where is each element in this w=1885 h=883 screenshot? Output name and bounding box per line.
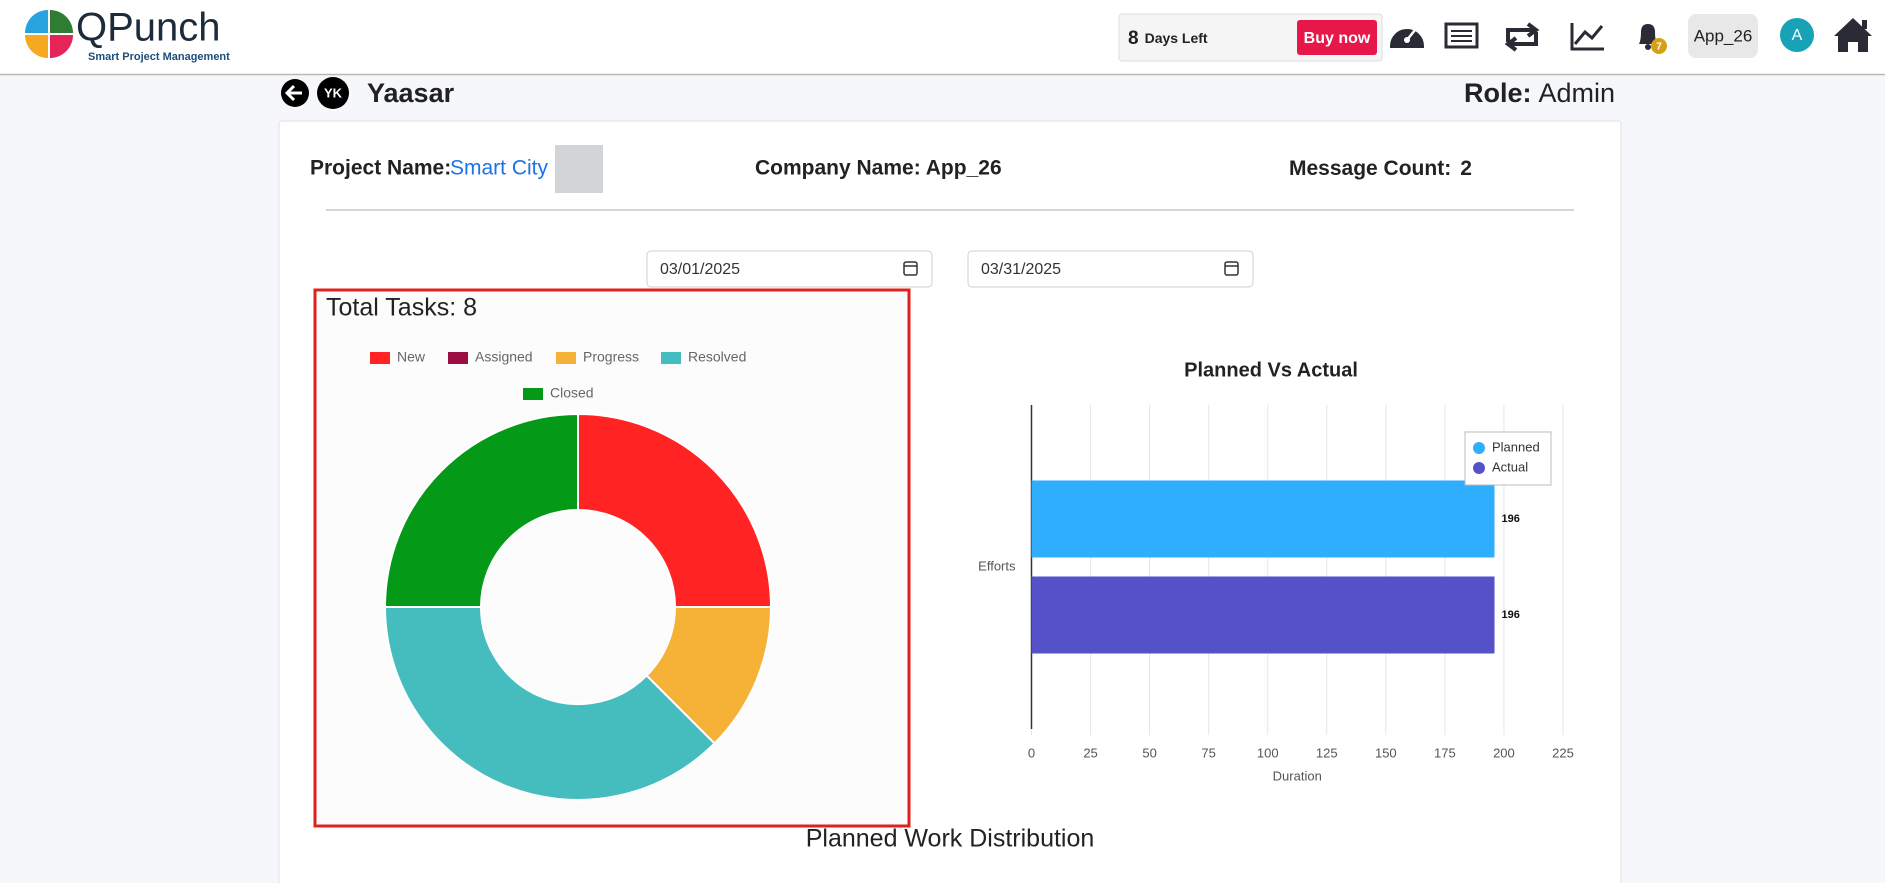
buy-button-label[interactable]: Buy now bbox=[1304, 30, 1371, 47]
message-value: 2 bbox=[1460, 157, 1472, 180]
legend-marker bbox=[1473, 442, 1485, 454]
role-label: Role: bbox=[1464, 78, 1532, 108]
date-start-value[interactable]: 03/01/2025 bbox=[660, 261, 740, 278]
bar bbox=[1031, 480, 1495, 558]
message-count: Message Count: 2 bbox=[1289, 157, 1472, 180]
x-tick-label: 150 bbox=[1375, 745, 1397, 760]
date-end[interactable]: 03/31/2025 bbox=[967, 250, 1254, 288]
avatar[interactable] bbox=[1780, 18, 1814, 52]
project-name[interactable]: Smart City bbox=[450, 157, 549, 180]
workspace-pill[interactable] bbox=[1688, 14, 1758, 58]
bar bbox=[1031, 576, 1495, 654]
brand: QPunch bbox=[76, 6, 221, 50]
legend-label: New bbox=[397, 349, 426, 365]
user-badge bbox=[317, 77, 349, 109]
x-tick-label: 175 bbox=[1434, 745, 1456, 760]
bar-value-label: 196 bbox=[1501, 609, 1519, 621]
dashboard-icon[interactable] bbox=[1389, 29, 1425, 48]
company-name: Company Name: App_26 bbox=[755, 157, 1002, 180]
x-tick-label: 200 bbox=[1493, 745, 1515, 760]
swap-icon[interactable] bbox=[1504, 22, 1540, 52]
x-tick-label: 75 bbox=[1201, 745, 1215, 760]
logo-quarter bbox=[25, 35, 48, 58]
logo[interactable] bbox=[25, 10, 73, 58]
donut-slice bbox=[383, 606, 716, 801]
role-value: Admin bbox=[1538, 78, 1615, 108]
legend-marker bbox=[1473, 462, 1485, 474]
x-tick-label: 0 bbox=[1028, 745, 1035, 760]
home-icon[interactable] bbox=[1834, 18, 1872, 52]
legend-label: Progress bbox=[583, 349, 639, 365]
legend-label: Resolved bbox=[688, 349, 746, 365]
tagline: Smart Project Management bbox=[88, 51, 230, 63]
project-image bbox=[555, 145, 603, 193]
bar-value-label: 196 bbox=[1501, 513, 1519, 525]
workspace-name[interactable]: App_26 bbox=[1694, 26, 1753, 45]
legend-swatch bbox=[556, 352, 576, 364]
legend-label: Assigned bbox=[475, 349, 533, 365]
header-bar bbox=[0, 0, 1885, 74]
legend-swatch bbox=[661, 352, 681, 364]
legend-label: Actual bbox=[1492, 459, 1528, 474]
avatar-letter[interactable]: A bbox=[1792, 27, 1803, 44]
list-icon[interactable] bbox=[1444, 22, 1479, 49]
back-arrow bbox=[284, 84, 302, 102]
date-end-value[interactable]: 03/31/2025 bbox=[981, 261, 1061, 278]
logo-quarter bbox=[50, 10, 73, 33]
bell-icon[interactable]: 7 bbox=[1639, 24, 1667, 54]
x-axis-label: Duration bbox=[1273, 768, 1322, 783]
section-title: Planned Work Distribution bbox=[806, 825, 1095, 853]
donut-slice bbox=[577, 412, 773, 608]
x-tick-label: 225 bbox=[1552, 745, 1574, 760]
user-initials: YK bbox=[324, 85, 343, 100]
legend-label: Closed bbox=[550, 385, 594, 401]
legend-swatch bbox=[523, 388, 543, 400]
donut-title: Total Tasks: 8 bbox=[326, 294, 477, 322]
x-tick-label: 125 bbox=[1316, 745, 1338, 760]
user-name: Yaasar bbox=[367, 78, 455, 108]
trial-text: 8 Days Left bbox=[1128, 28, 1208, 49]
trial-label: Days Left bbox=[1145, 30, 1208, 46]
project-label: Project Name: bbox=[310, 157, 451, 180]
legend-swatch bbox=[370, 352, 390, 364]
date-start[interactable]: 03/01/2025 bbox=[646, 250, 933, 288]
legend-swatch bbox=[448, 352, 468, 364]
buy-button[interactable] bbox=[1297, 20, 1377, 55]
bar-title: Planned Vs Actual bbox=[1184, 359, 1358, 381]
legend-box bbox=[1464, 431, 1552, 486]
message-label: Message Count: bbox=[1289, 157, 1451, 180]
donut-slice bbox=[383, 412, 579, 608]
x-tick-label: 50 bbox=[1142, 745, 1156, 760]
y-tick-label: Efforts bbox=[978, 558, 1016, 573]
notification-count: 7 bbox=[1656, 42, 1662, 53]
x-tick-label: 25 bbox=[1083, 745, 1097, 760]
role: Role: Admin bbox=[1464, 78, 1615, 108]
logo-quarter bbox=[50, 35, 73, 58]
legend-label: Planned bbox=[1492, 439, 1540, 454]
trend-icon[interactable] bbox=[1570, 23, 1604, 51]
x-tick-label: 100 bbox=[1257, 745, 1279, 760]
trial-days: 8 bbox=[1128, 28, 1139, 49]
logo-quarter bbox=[25, 10, 48, 33]
